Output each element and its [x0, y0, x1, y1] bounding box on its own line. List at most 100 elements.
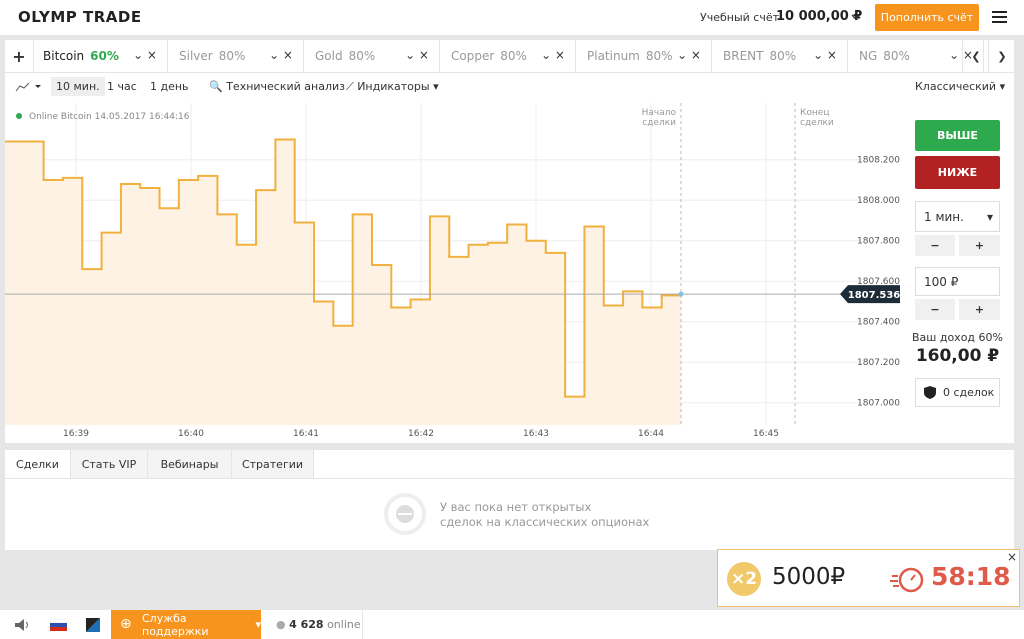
- asset-tab[interactable]: BRENT 80% ⌄ ×: [713, 40, 848, 72]
- x-tick-label: 16:42: [408, 429, 434, 439]
- tab-name: Bitcoin: [43, 49, 85, 63]
- empty-message: У вас пока нет открытых сделок на класси…: [440, 500, 649, 530]
- x-tick-label: 16:45: [753, 429, 779, 439]
- y-tick-label: 1807.400: [857, 318, 900, 328]
- asset-tab[interactable]: Gold 80% ⌄ ×: [305, 40, 440, 72]
- promo-timer: 58:18: [931, 562, 1011, 591]
- online-label: online: [327, 618, 361, 631]
- tabs-prev[interactable]: ❮: [962, 40, 989, 72]
- balance-chevron[interactable]: [851, 13, 861, 21]
- current-price-dot: [678, 291, 684, 297]
- chart-style[interactable]: Классический ▾: [915, 80, 1006, 93]
- balance[interactable]: 10 000,00 ₽: [776, 9, 863, 24]
- end-label: Конец: [800, 108, 829, 118]
- language-button[interactable]: [50, 619, 67, 631]
- deals-label: 0 сделок: [943, 386, 995, 399]
- technical-analysis[interactable]: 🔍 Технический анализ: [209, 80, 345, 93]
- shield-icon: [924, 386, 936, 399]
- logo[interactable]: OLYMP TRADE: [18, 8, 142, 26]
- asset-tabs: + ❮ ❯ Bitcoin 60% ⌄ × Silver 80% ⌄ × Gold 80% ⌄ …: [5, 40, 1014, 73]
- timeframe[interactable]: 1 день: [150, 80, 189, 93]
- amount-plus[interactable]: +: [959, 299, 1000, 320]
- asset-tab[interactable]: Silver 80% ⌄ ×: [169, 40, 304, 72]
- deals-panel: У вас пока нет открытых сделок на класси…: [5, 450, 1014, 550]
- menu-button[interactable]: [992, 10, 1007, 24]
- x-tick-label: 16:44: [638, 429, 664, 439]
- tab-name: Platinum: [587, 49, 640, 63]
- tab-name: NG: [859, 49, 878, 63]
- tabs-next[interactable]: ❯: [988, 40, 1015, 72]
- timeframe[interactable]: 1 час: [107, 80, 137, 93]
- start-label: Начало: [642, 108, 677, 118]
- down-button[interactable]: НИЖЕ: [915, 156, 1000, 189]
- technical-analysis-label: Технический анализ: [226, 80, 345, 93]
- asset-tab[interactable]: NG 80% ⌄ ×: [849, 40, 984, 72]
- empty-message-line: У вас пока нет открытых: [440, 500, 592, 514]
- asset-tab[interactable]: Bitcoin 60% ⌄ ×: [33, 40, 168, 72]
- duration-minus[interactable]: −: [915, 235, 955, 256]
- amount-minus[interactable]: −: [915, 299, 955, 320]
- duration-select[interactable]: 1 мин. ▾: [915, 201, 1000, 232]
- tab-name: Gold: [315, 49, 343, 63]
- bottom-tab[interactable]: Вебинары: [148, 450, 232, 478]
- header: OLYMP TRADE Учебный счёт 10 000,00 ₽ Поп…: [0, 0, 1024, 35]
- empty-message-line: сделок на классических опционах: [440, 515, 650, 529]
- amount-input[interactable]: 100 ₽: [915, 267, 1000, 296]
- tab-payout: 80%: [348, 49, 376, 63]
- y-tick-label: 1807.200: [857, 358, 900, 368]
- tab-payout: 80%: [218, 49, 246, 63]
- asset-tab[interactable]: Copper 80% ⌄ ×: [441, 40, 576, 72]
- down-label: НИЖЕ: [937, 166, 978, 179]
- add-tab[interactable]: +: [5, 40, 34, 72]
- bottom-tab[interactable]: Стратегии: [232, 450, 314, 478]
- sound-button[interactable]: [15, 619, 31, 631]
- indicators[interactable]: ⟋ Индикаторы ▾: [346, 80, 439, 93]
- tab-payout: 80%: [645, 49, 673, 63]
- x-tick-label: 16:39: [63, 429, 89, 439]
- tab-payout: 80%: [769, 49, 797, 63]
- deals-button[interactable]: 0 сделок: [915, 378, 1000, 407]
- promo-multiplier: ×2: [727, 562, 761, 596]
- up-button[interactable]: ВЫШЕ: [915, 120, 1000, 151]
- y-tick-label: 1807.800: [857, 237, 900, 247]
- start-label: сделки: [642, 118, 676, 128]
- tab-controls: ⌄ ×: [677, 48, 701, 62]
- end-label: сделки: [800, 118, 834, 128]
- duration-label: 1 мин.: [924, 209, 964, 224]
- indicators-label: Индикаторы: [357, 80, 430, 93]
- deposit-button[interactable]: Пополнить счёт: [875, 4, 979, 31]
- timeframe[interactable]: 10 мин.: [51, 77, 105, 96]
- x-tick-label: 16:43: [523, 429, 549, 439]
- bottom-tab[interactable]: Сделки: [5, 450, 71, 478]
- support-button[interactable]: ⊕ Служба поддержки ▾: [111, 610, 261, 639]
- support-label: Служба поддержки: [142, 611, 209, 638]
- chart-type-icon[interactable]: [15, 81, 43, 93]
- tab-controls: ⌄ ×: [949, 48, 973, 62]
- tab-name: BRENT: [723, 49, 764, 63]
- y-tick-label: 1808.200: [857, 156, 900, 166]
- price-tag: [840, 285, 900, 304]
- asset-tab[interactable]: Platinum 80% ⌄ ×: [577, 40, 712, 72]
- promo-close[interactable]: ×: [1007, 550, 1018, 564]
- step-connectors: [42, 139, 663, 397]
- empty-icon: [384, 493, 426, 535]
- up-label: ВЫШЕ: [937, 129, 978, 142]
- price-tag-label: 1807.536: [848, 290, 901, 301]
- footer: ⊕ Служба поддержки ▾ ● 4 628 online: [0, 610, 1024, 639]
- tab-name: Copper: [451, 49, 495, 63]
- online-counter: ● 4 628 online: [276, 618, 361, 631]
- tab-controls: ⌄ ×: [813, 48, 837, 62]
- duration-plus[interactable]: +: [959, 235, 1000, 256]
- chart: 16:39 16:40 16:41 16:42 16:43 16:44 16:45 1807.…: [5, 103, 901, 439]
- tab-controls: ⌄ ×: [541, 48, 565, 62]
- status-label: Online Bitcoin 14.05.2017 16:44:16: [29, 112, 190, 122]
- tab-payout: 60%: [90, 49, 119, 63]
- bottom-tab[interactable]: Стать VIP: [71, 450, 148, 478]
- income-label: Ваш доход 60%: [912, 331, 1003, 344]
- area-fill: [5, 139, 681, 426]
- theme-button[interactable]: [86, 618, 100, 632]
- chart-area: 16:39 16:40 16:41 16:42 16:43 16:44 16:45 1807.…: [5, 101, 1014, 443]
- status-dot: [16, 113, 22, 119]
- tab-payout: 80%: [500, 49, 527, 63]
